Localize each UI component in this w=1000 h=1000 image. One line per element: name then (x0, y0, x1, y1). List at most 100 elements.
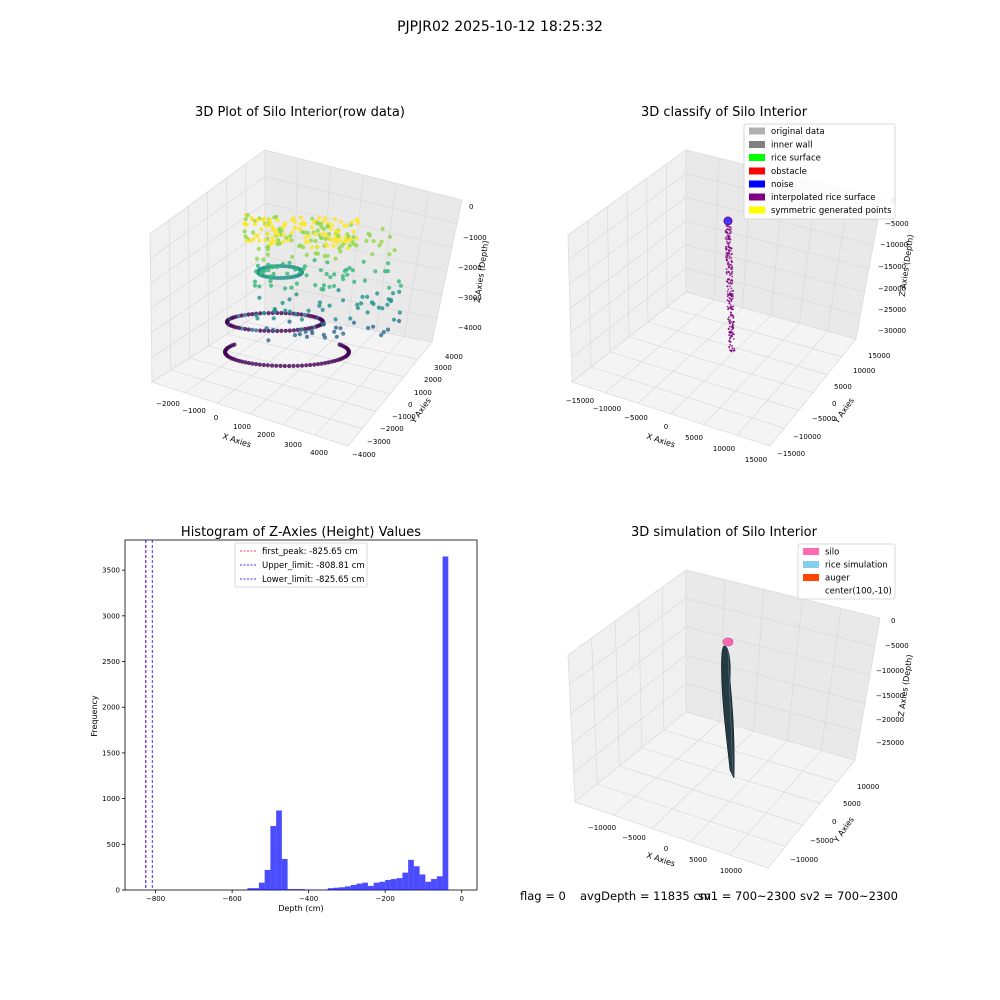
raw-point (271, 316, 276, 321)
raw-point (343, 239, 348, 244)
raw-point (319, 236, 324, 241)
classify-point (729, 322, 732, 325)
raw-point (267, 217, 272, 222)
raw-point (304, 273, 309, 278)
classify-point (725, 252, 728, 254)
raw-point (338, 219, 343, 224)
raw-point (243, 217, 248, 222)
raw-point (397, 310, 402, 315)
gridline (569, 598, 687, 685)
classify-point (727, 243, 730, 246)
raw-point (318, 268, 323, 273)
raw-point (258, 311, 263, 316)
histogram-bar (276, 810, 282, 890)
raw-point (333, 256, 338, 261)
raw-point (281, 232, 286, 237)
classify-y-tick: 15000 (868, 352, 890, 360)
histogram-bar (379, 881, 386, 890)
classify-point (731, 260, 733, 263)
legend-label: interpolated rice surface (771, 193, 876, 203)
classify-point (727, 245, 730, 248)
classify-point (728, 325, 731, 328)
raw-point (275, 265, 280, 270)
raw-point (362, 278, 367, 283)
classify-point (728, 250, 730, 253)
legend-label: noise (771, 180, 794, 190)
simulation-silo-top (722, 637, 734, 647)
gridline (685, 598, 876, 647)
classify-point (726, 228, 729, 230)
raw-point (275, 328, 280, 334)
raw-point (294, 266, 299, 271)
raw-point (345, 232, 350, 237)
classify-point (728, 241, 731, 244)
histogram-bar (396, 878, 403, 890)
histogram-y-tick-label: 500 (107, 841, 120, 849)
raw-point (315, 251, 320, 256)
raw-point (348, 316, 353, 321)
raw-title: 3D Plot of Silo Interior(row data) (195, 105, 405, 120)
raw-point (337, 246, 342, 251)
gridline (651, 730, 754, 829)
histogram-bar (356, 883, 363, 890)
raw-gridlines (150, 158, 458, 436)
raw-point (332, 283, 337, 289)
raw-x-tick: 0 (214, 414, 218, 422)
raw-point (250, 312, 255, 317)
histogram-bar (442, 556, 449, 890)
raw-point (254, 313, 259, 318)
raw-x-tick: 3000 (284, 441, 302, 449)
raw-point (298, 215, 303, 220)
raw-y-tick: −4000 (352, 451, 376, 459)
histogram-y-tick-label: 3500 (102, 567, 120, 575)
raw-point (265, 363, 270, 368)
legend-label: rice simulation (825, 561, 888, 571)
raw-y-tick: 2000 (424, 376, 442, 384)
simulation-z-tick: −25000 (876, 739, 904, 747)
raw-point (351, 229, 356, 234)
classify-point (725, 238, 728, 241)
simulation-z-label: Z Axies (Depth) (897, 654, 915, 717)
gridline (638, 603, 642, 749)
raw-point (250, 230, 256, 235)
histogram-bar (339, 887, 345, 890)
raw-point (315, 228, 320, 233)
raw-point (397, 289, 402, 294)
raw-point (319, 361, 324, 366)
raw-point (342, 223, 347, 228)
raw-point (274, 214, 279, 220)
histogram-bar (390, 879, 397, 890)
panel-classify-3d: 3D classify of Silo Interior −15000 −100… (566, 105, 915, 464)
gridline (736, 330, 828, 436)
raw-point (371, 239, 376, 244)
raw-point (346, 348, 351, 354)
classify-point (725, 235, 728, 238)
classify-point (731, 347, 734, 349)
raw-point (317, 303, 322, 308)
raw-y-tick: 4000 (445, 353, 463, 361)
histogram-y-tick-label: 3000 (102, 612, 120, 620)
classify-point (725, 258, 728, 261)
classify-point (729, 285, 731, 288)
classify-point (730, 247, 733, 250)
raw-point (261, 362, 266, 368)
histogram-x-tick-label: 0 (459, 895, 463, 903)
raw-point (248, 238, 253, 243)
histogram-bar (299, 889, 305, 890)
histogram-bar (270, 826, 277, 890)
classify-x-tick: −5000 (624, 414, 648, 422)
gridline (787, 598, 803, 741)
simulation-z-tick: −10000 (876, 667, 904, 675)
classify-y-tick-labels: −15000 −10000 −5000 0 5000 10000 15000 (777, 352, 890, 458)
raw-point (327, 284, 332, 289)
classify-point (728, 257, 731, 260)
raw-point (255, 263, 260, 268)
raw-x-tick: −2000 (156, 400, 180, 408)
raw-point (295, 327, 300, 332)
histogram-y-tick-label: 2000 (102, 704, 120, 712)
raw-y-tick: −2000 (380, 425, 404, 433)
classify-point (727, 234, 729, 236)
gridline (820, 608, 842, 751)
classify-point (730, 308, 733, 311)
histogram-y-tick-label: 0 (116, 887, 120, 895)
